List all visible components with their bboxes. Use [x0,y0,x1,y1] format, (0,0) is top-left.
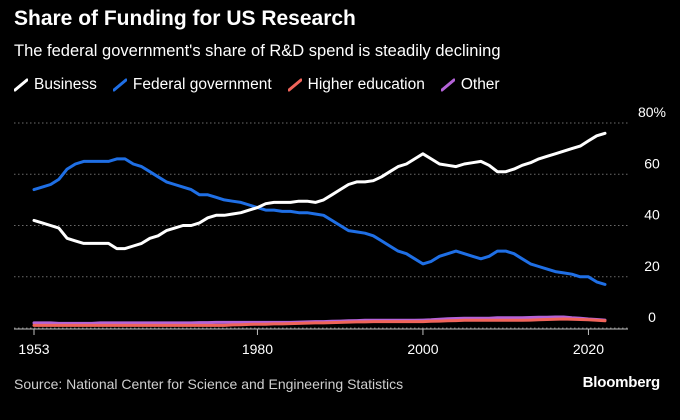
chart-title: Share of Funding for US Research [14,7,356,30]
legend-item-federal-government: Federal government [112,76,272,94]
legend-label-higher-education: Higher education [307,76,425,93]
source-note: Source: National Center for Science and … [14,376,404,392]
legend-item-other: Other [440,76,500,94]
legend-item-business: Business [14,76,97,94]
legend-swatch-federal-icon [112,78,127,92]
legend: Business Federal government Higher educa… [14,76,500,94]
legend-label-federal-government: Federal government [132,76,272,93]
swatch-line [440,78,455,92]
legend-label-other: Other [460,76,500,93]
legend-swatch-other-icon [440,78,455,92]
series-line-higher-education [32,317,607,327]
x-tick-label: 2020 [573,341,604,357]
legend-swatch-business-icon [14,78,28,92]
y-tick-label: 40 [644,207,660,223]
legend-swatch-higher-education-icon [287,78,302,92]
y-tick-label: 80% [638,104,666,120]
y-tick-label: 60 [644,155,660,171]
bloomberg-logo: Bloomberg [582,374,661,391]
series-line-business [32,131,607,251]
legend-item-higher-education: Higher education [287,76,425,94]
x-tick-label: 1953 [18,341,49,357]
x-tick-label: 2000 [407,341,438,357]
swatch-line [112,78,127,92]
chart-subtitle: The federal government's share of R&D sp… [14,42,501,60]
y-tick-label: 20 [644,258,660,274]
y-tick-label: 0 [648,309,656,325]
legend-label-business: Business [34,76,97,93]
swatch-line [287,78,302,92]
series-line-federal-government [32,157,607,286]
swatch-line [14,78,28,92]
x-tick-label: 1980 [242,341,273,357]
